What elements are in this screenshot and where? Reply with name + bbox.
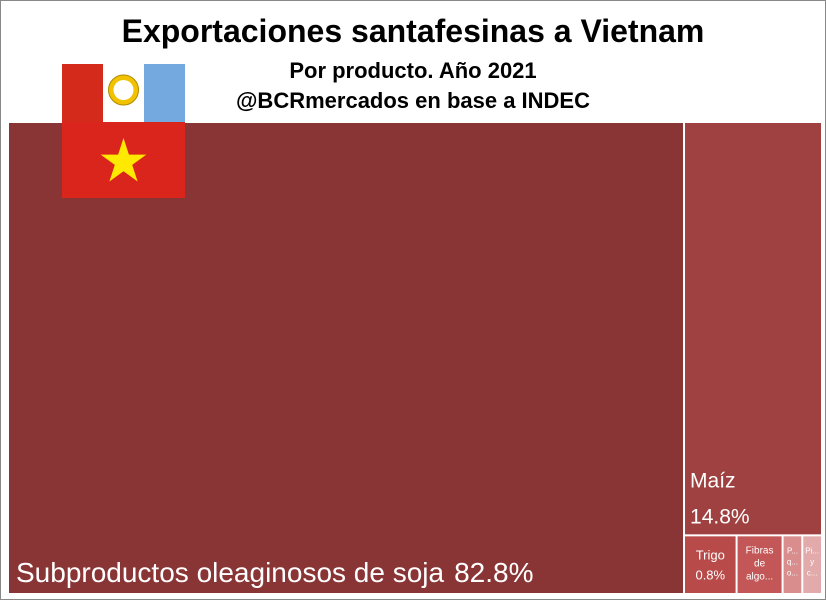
category-label: P... q... o...	[787, 546, 798, 577]
value-label: 0.8%	[695, 567, 725, 582]
value-label: 82.8%	[454, 557, 533, 588]
label-line: de	[754, 558, 766, 569]
category-label: Fibras de algo...	[746, 545, 774, 582]
chart-subtitle: Por producto. Año 2021	[289, 58, 536, 83]
flag-stripe	[144, 64, 185, 122]
tile-label: Subproductos oleaginosos de soja 82.8%	[16, 557, 534, 588]
label-line: Fibras	[746, 545, 774, 556]
label-line: algo...	[746, 571, 773, 582]
tile	[9, 123, 684, 593]
chart-source: @BCRmercados en base a INDEC	[236, 88, 590, 113]
flag-stripe	[62, 64, 103, 122]
flags	[62, 64, 185, 198]
category-label: Trigo	[696, 547, 725, 562]
flag-star	[100, 138, 147, 182]
flag-emblem	[113, 80, 134, 100]
category-label: Maíz	[690, 469, 736, 492]
category-label: Subproductos oleaginosos de soja	[16, 557, 445, 588]
label-line: Pi...	[805, 546, 819, 555]
tile	[737, 536, 782, 593]
tile	[685, 536, 736, 593]
tile	[783, 536, 802, 593]
label-line: q...	[787, 557, 798, 566]
value-label: 14.8%	[690, 505, 750, 528]
tile	[803, 536, 821, 593]
label-line: c...	[807, 568, 818, 577]
label-line: y	[810, 557, 814, 566]
chart-title: Exportaciones santafesinas a Vietnam	[122, 13, 705, 49]
tile	[685, 123, 821, 535]
treemap: Subproductos oleaginosos de soja 82.8% Maí…	[9, 123, 821, 593]
category-label: Pi... y c...	[805, 546, 819, 577]
label-line: o...	[787, 568, 798, 577]
label-line: P...	[787, 546, 798, 555]
